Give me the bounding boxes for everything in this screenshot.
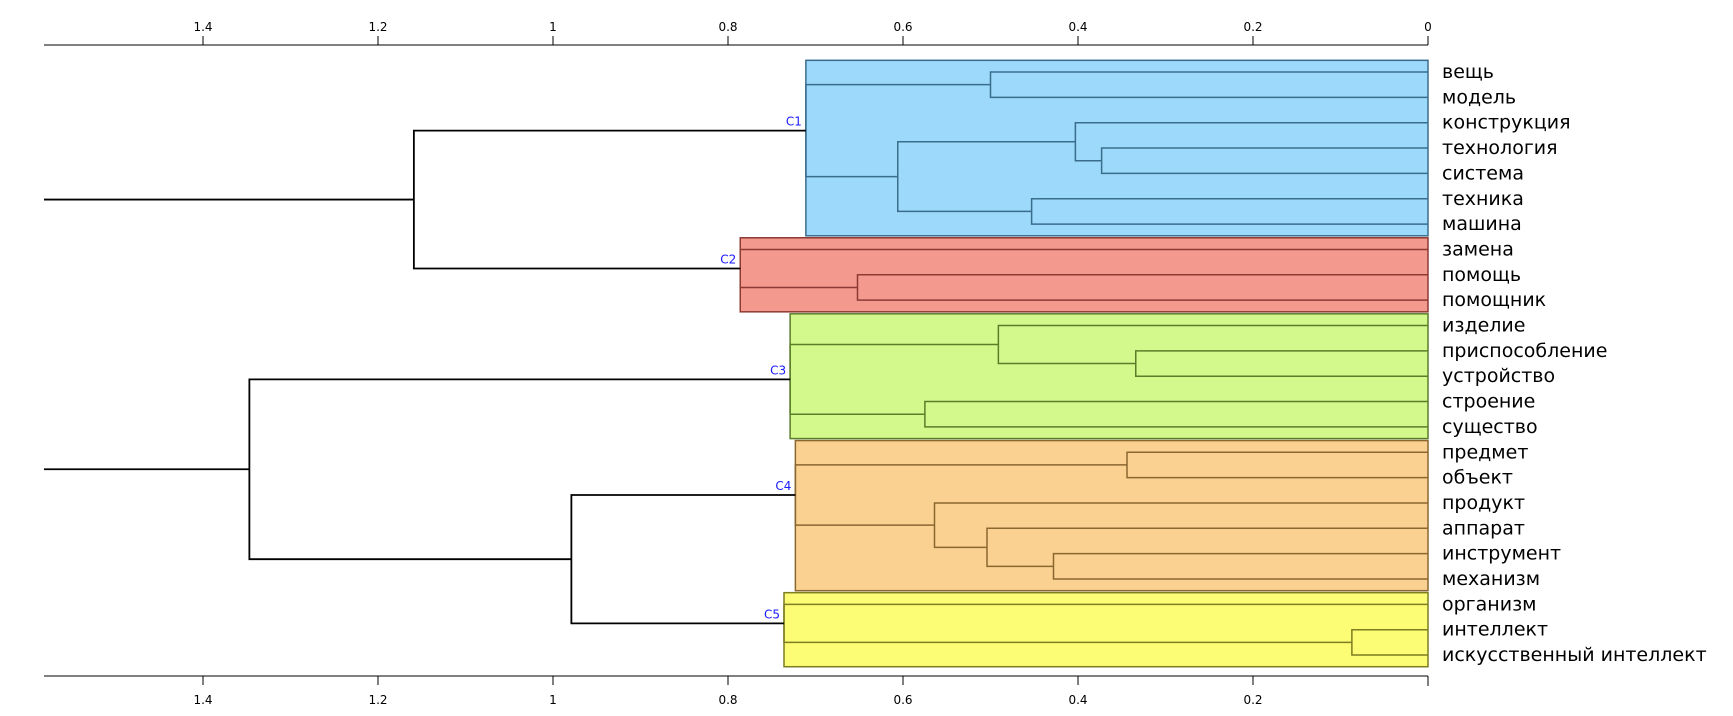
top-tick-label: 0.2 <box>1243 20 1262 34</box>
leaf-label: вещь <box>1442 61 1494 83</box>
leaf-label: помощник <box>1442 289 1546 311</box>
leaf-label: устройство <box>1442 365 1555 387</box>
merge-g45 <box>570 494 796 625</box>
cluster-boxes <box>739 59 1429 668</box>
leaf-label: предмет <box>1442 441 1528 463</box>
bottom-tick-label: 1 <box>549 693 557 707</box>
cluster-label-c1: C1 <box>786 115 802 129</box>
merge-m14 <box>1351 628 1428 656</box>
leaf-label: аппарат <box>1442 517 1525 539</box>
top-tick-label: 0.6 <box>893 20 912 34</box>
leaf-label: приспособление <box>1442 340 1607 362</box>
leaf-label: замена <box>1442 238 1514 260</box>
leaf-label: строение <box>1442 391 1535 413</box>
leaf-label: интеллект <box>1442 619 1548 641</box>
merge-g345 <box>248 378 791 561</box>
dendrogram-tree <box>44 129 806 625</box>
top-axis: 1.4 1.2 1 0.8 0.6 0.4 0.2 0 <box>44 20 1432 46</box>
top-tick-label: 0.8 <box>718 20 737 34</box>
cluster-label-c2: C2 <box>720 252 736 266</box>
leaf-label: система <box>1442 162 1524 184</box>
top-tick-label: 0.4 <box>1068 20 1087 34</box>
leaf-label: инструмент <box>1442 543 1561 565</box>
bottom-tick-label: 0.2 <box>1243 693 1262 707</box>
top-tick-label: 1.4 <box>193 20 212 34</box>
merge-m4 <box>1030 198 1428 225</box>
bottom-tick-label: 0.8 <box>718 693 737 707</box>
bottom-axis: 1.4 1.2 1 0.8 0.6 0.4 0.2 <box>44 675 1429 707</box>
leaf-label: технология <box>1442 137 1558 159</box>
leaf-label: искусственный интеллект <box>1442 644 1707 666</box>
leaf-label: объект <box>1442 467 1513 489</box>
cluster-label-c4: C4 <box>775 479 791 493</box>
merge-m2 <box>1100 147 1428 175</box>
leaf-label: машина <box>1442 213 1522 235</box>
leaf-label: конструкция <box>1442 112 1571 134</box>
leaf-label: организм <box>1442 593 1537 615</box>
top-tick-label: 1.2 <box>368 20 387 34</box>
leaf-label: продукт <box>1442 492 1525 514</box>
leaf-label: механизм <box>1442 568 1540 590</box>
cluster-label-c5: C5 <box>764 607 780 621</box>
top-tick-label: 1 <box>549 20 557 34</box>
bottom-tick-label: 1.2 <box>368 693 387 707</box>
leaf-label: модель <box>1442 86 1516 108</box>
leaf-label: изделие <box>1442 315 1525 337</box>
cluster-labels: C1 C2 C3 C4 C5 <box>720 115 802 622</box>
bottom-tick-label: 0.6 <box>893 693 912 707</box>
leaf-labels: вещь модель конструкция технология система те… <box>1442 61 1707 666</box>
merge-m3 <box>1074 121 1428 162</box>
bottom-tick-label: 0.4 <box>1068 693 1087 707</box>
cluster-box-c4 <box>794 439 1429 592</box>
top-tick-label: 0 <box>1424 20 1432 34</box>
cluster-label-c3: C3 <box>770 363 786 377</box>
bottom-tick-label: 1.4 <box>193 693 212 707</box>
leaf-label: техника <box>1442 188 1524 210</box>
leaf-label: существо <box>1442 416 1538 438</box>
leaf-label: помощь <box>1442 264 1521 286</box>
